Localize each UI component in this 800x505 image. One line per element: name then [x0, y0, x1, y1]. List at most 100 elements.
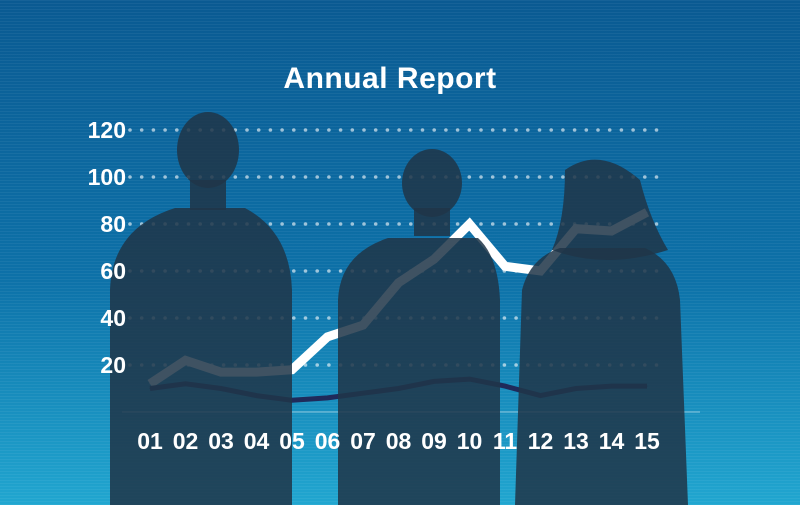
gridline-dot	[362, 175, 366, 179]
gridline-dot	[338, 128, 343, 132]
gridline-dot	[327, 316, 331, 320]
gridline-dot	[654, 128, 659, 132]
x-tick-label: 14	[598, 428, 625, 454]
gridline-dot	[292, 316, 296, 320]
gridline-dot	[350, 175, 355, 179]
gridline-dot	[327, 363, 331, 367]
gridline-dot	[327, 175, 331, 179]
gridline-dot	[303, 175, 308, 179]
gridline-dot	[514, 175, 518, 179]
gridline-dot	[245, 175, 249, 179]
gridline-dot	[292, 128, 296, 132]
gridline-dot	[502, 316, 507, 320]
gridline-dot	[502, 222, 507, 226]
gridline-dot	[338, 269, 343, 273]
gridline-dot	[303, 128, 308, 132]
gridline-dot	[514, 128, 518, 132]
series-2-point	[504, 385, 506, 387]
gridline-dot	[350, 222, 355, 226]
gridline-dot	[292, 269, 296, 273]
gridline-dot	[139, 175, 144, 179]
x-tick-label: 02	[172, 428, 199, 454]
series-2-point	[327, 397, 328, 399]
gridline-dot	[397, 128, 401, 132]
gridline-dot	[338, 222, 343, 226]
gridline-dot	[561, 175, 565, 179]
x-tick-label: 11	[492, 428, 518, 454]
gridline-dot	[549, 222, 553, 226]
gridline-dot	[268, 175, 273, 179]
gridline-dot	[303, 222, 308, 226]
y-tick-label: 120	[87, 117, 126, 143]
silhouette-person-right	[515, 159, 688, 505]
gridline-dot	[315, 316, 320, 320]
y-tick-label: 20	[100, 352, 126, 378]
people-silhouettes	[110, 112, 688, 505]
gridline-dot	[479, 128, 483, 132]
gridline-dot	[373, 222, 378, 226]
gridline-dot	[514, 363, 518, 367]
series-1-point	[327, 336, 328, 338]
gridline-dot	[315, 222, 320, 226]
gridline-dot	[151, 175, 156, 179]
y-tick-label: 80	[100, 211, 126, 237]
gridline-dot	[549, 128, 553, 132]
gridline-dot	[514, 222, 518, 226]
x-tick-label: 15	[634, 428, 660, 454]
gridline-dot	[537, 222, 542, 226]
gridline-dot	[479, 175, 483, 179]
silhouette-person-left	[110, 112, 292, 505]
gridline-dot	[397, 222, 401, 226]
gridline-dot	[526, 128, 530, 132]
x-tick-label: 04	[243, 428, 270, 454]
gridline-dot	[128, 175, 132, 179]
gridline-dot	[455, 128, 460, 132]
gridline-dot	[151, 128, 156, 132]
gridline-dot	[315, 128, 320, 132]
gridline-dot	[373, 175, 378, 179]
gridline-dot	[280, 175, 284, 179]
gridline-dot	[268, 128, 273, 132]
gridline-dot	[561, 128, 565, 132]
y-tick-label: 40	[100, 305, 126, 331]
gridline-dot	[619, 128, 624, 132]
gridline-dot	[409, 128, 413, 132]
gridline-dot	[584, 128, 589, 132]
gridline-dot	[362, 222, 366, 226]
gridline-dot	[654, 175, 659, 179]
gridline-dot	[128, 128, 132, 132]
gridline-dot	[397, 175, 401, 179]
gridline-dot	[479, 222, 483, 226]
gridline-dot	[327, 222, 331, 226]
gridline-dot	[268, 222, 273, 226]
gridline-dot	[292, 175, 296, 179]
gridline-dot	[280, 128, 284, 132]
gridline-dot	[303, 269, 308, 273]
x-tick-label: 06	[314, 428, 341, 454]
gridline-dot	[292, 222, 296, 226]
gridline-dot	[607, 128, 612, 132]
gridline-dot	[502, 363, 507, 367]
gridline-dot	[409, 222, 413, 226]
gridline-dot	[631, 128, 635, 132]
series-1-point	[504, 265, 506, 267]
gridline-dot	[490, 175, 495, 179]
gridline-dot	[572, 128, 577, 132]
x-tick-label: 12	[527, 428, 554, 454]
gridline-dot	[139, 128, 144, 132]
gridline-dot	[643, 175, 647, 179]
gridline-dot	[256, 175, 261, 179]
gridline-dot	[280, 222, 284, 226]
gridline-dot	[175, 128, 179, 132]
gridline-dot	[549, 175, 553, 179]
gridline-dot	[175, 175, 179, 179]
chart-title: Annual Report	[283, 62, 497, 95]
gridline-dot	[338, 175, 343, 179]
gridline-dot	[233, 175, 238, 179]
gridline-dot	[444, 128, 448, 132]
gridline-dot	[490, 222, 495, 226]
x-tick-label: 07	[350, 428, 376, 454]
x-tick-label: 03	[208, 428, 234, 454]
